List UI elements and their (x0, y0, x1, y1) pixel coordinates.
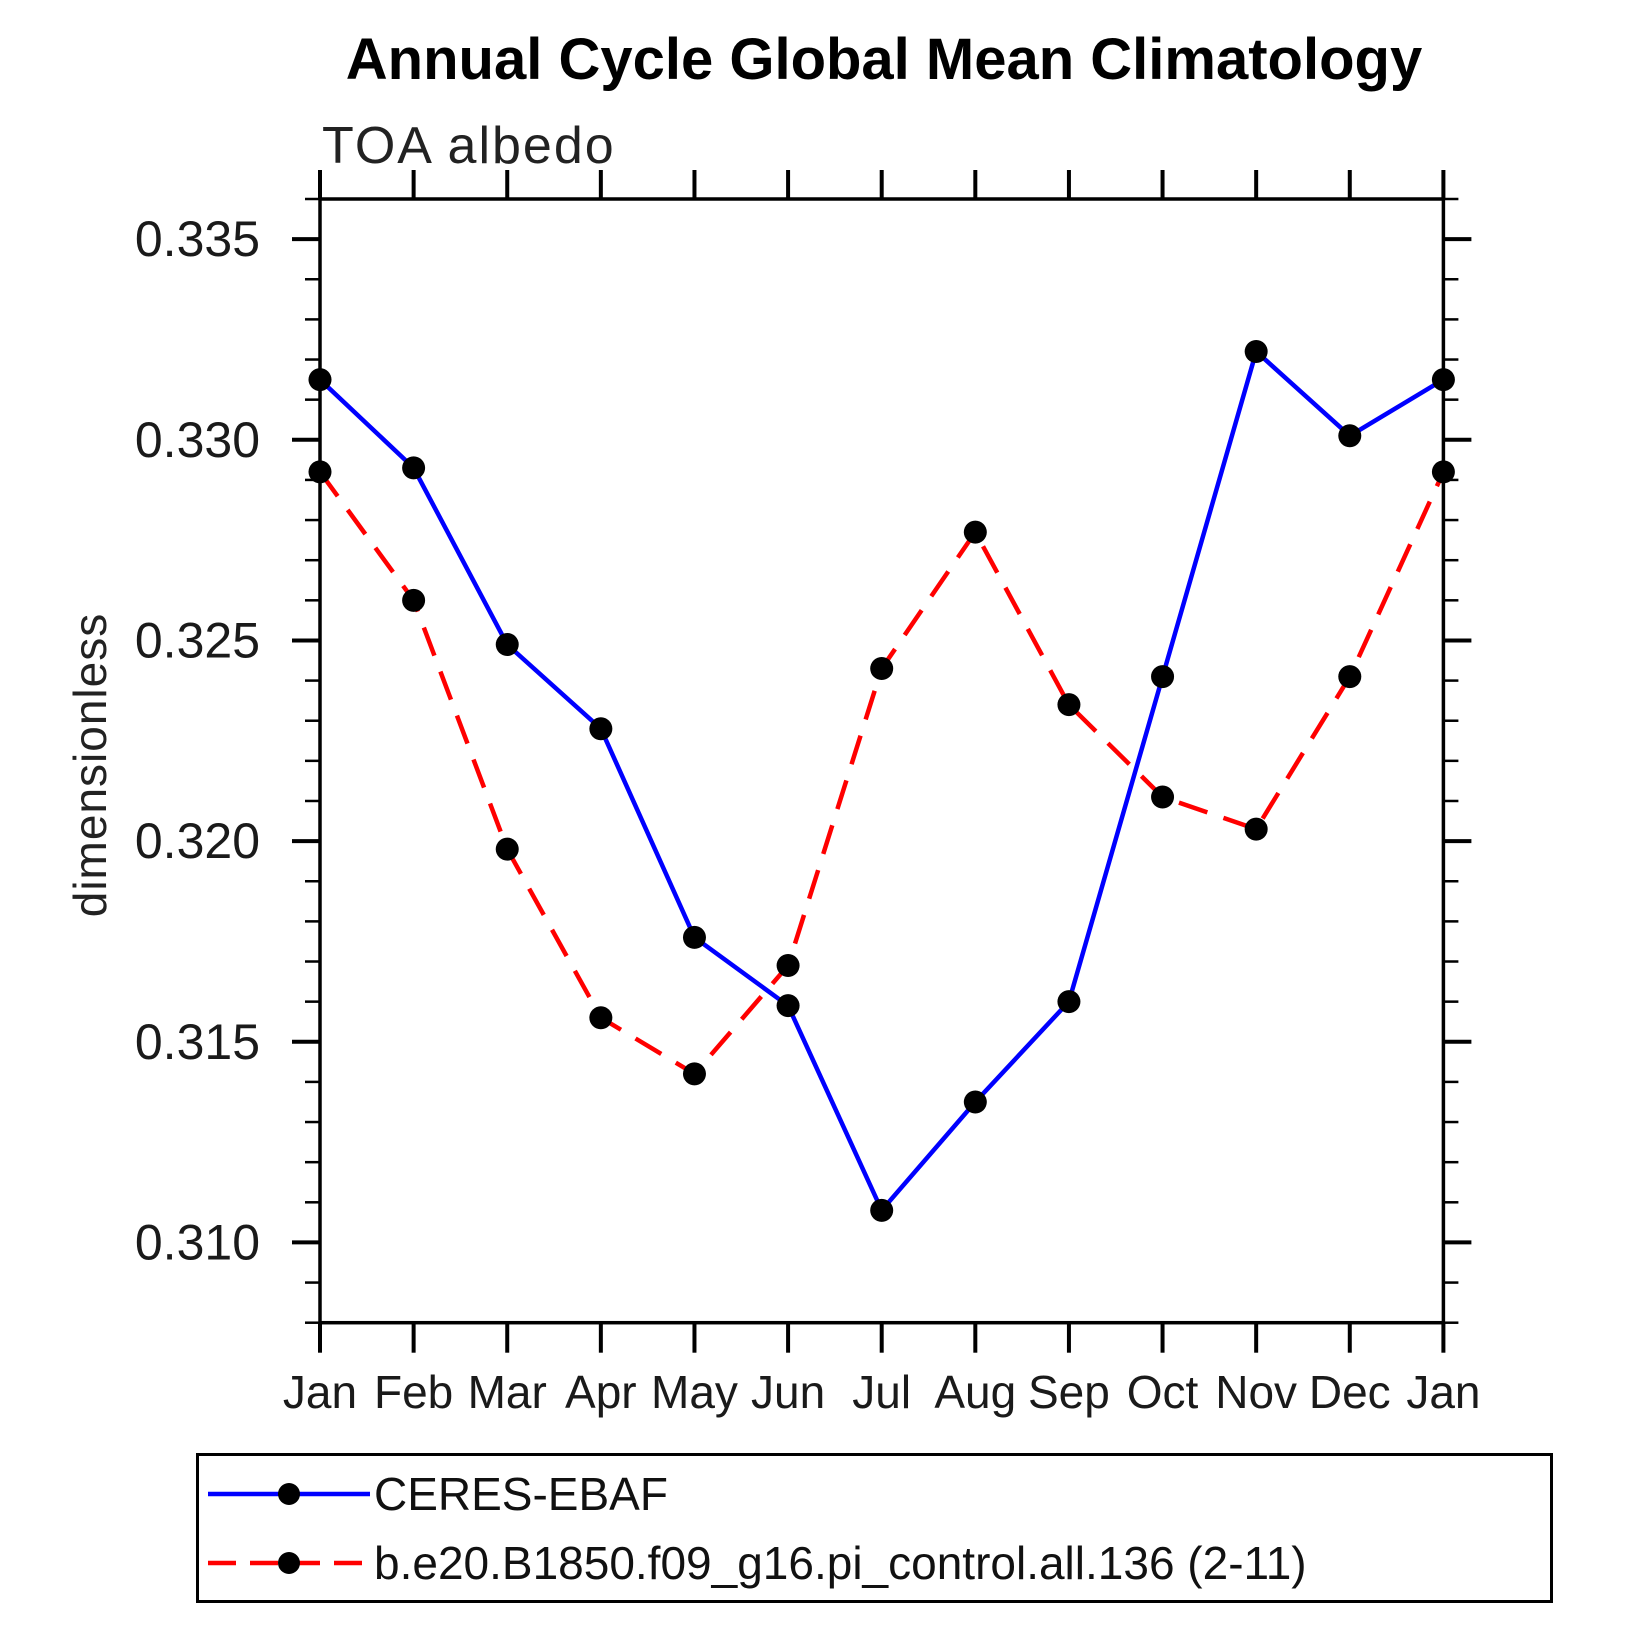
data-point-marker (495, 632, 519, 656)
data-point-marker (963, 520, 987, 544)
y-tick-label: 0.320 (135, 813, 260, 869)
data-point-marker (402, 456, 426, 480)
x-tick-label: Jul (852, 1366, 911, 1418)
data-point-marker (589, 1006, 613, 1030)
chart-title: Annual Cycle Global Mean Climatology (345, 27, 1423, 92)
data-point-marker (402, 588, 426, 612)
x-tick-label: Feb (374, 1366, 453, 1418)
y-tick-label: 0.330 (135, 412, 260, 468)
legend-item-ceres-ebaf: CERES-EBAF (206, 1466, 668, 1522)
data-point-marker (776, 954, 800, 978)
data-point-marker (495, 837, 519, 861)
data-point-marker (308, 460, 332, 484)
data-point-marker (870, 657, 894, 681)
legend-label-model-run: b.e20.B1850.f09_g16.pi_control.all.136 (… (374, 1537, 1307, 1589)
x-tick-label: Jun (751, 1366, 825, 1418)
legend-marker-dot (278, 1483, 300, 1505)
data-point-marker (1338, 665, 1362, 689)
legend-dashed-line-sample (208, 1552, 370, 1574)
data-point-marker (1057, 990, 1081, 1014)
x-tick-label: Aug (934, 1366, 1016, 1418)
data-point-marker (1338, 424, 1362, 448)
y-tick-label: 0.325 (135, 612, 260, 668)
x-tick-label: Oct (1127, 1366, 1199, 1418)
data-point-marker (589, 717, 613, 741)
legend-item-model-run: b.e20.B1850.f09_g16.pi_control.all.136 (… (206, 1535, 1307, 1591)
x-tick-label: Mar (468, 1366, 547, 1418)
series-line-solid (318, 347, 1445, 1215)
x-tick-label: May (651, 1366, 738, 1418)
x-tick-label: Nov (1215, 1366, 1297, 1418)
legend-label-ceres-ebaf: CERES-EBAF (374, 1468, 668, 1520)
data-point-marker (1244, 817, 1268, 841)
legend-marker-dot (278, 1552, 300, 1574)
x-tick-label: Apr (565, 1366, 637, 1418)
data-point-marker (1057, 693, 1081, 717)
data-point-marker (682, 925, 706, 949)
chart-subtitle: TOA albedo (322, 117, 616, 175)
x-tick-label: Dec (1309, 1366, 1391, 1418)
data-point-marker (1244, 340, 1268, 364)
x-tick-label: Jan (1406, 1366, 1480, 1418)
y-tick-label: 0.315 (135, 1014, 260, 1070)
legend: CERES-EBAF b.e20.B1850.f09_g16.pi_contro… (196, 1453, 1553, 1603)
y-tick-label: 0.310 (135, 1214, 260, 1270)
data-point-marker (963, 1090, 987, 1114)
data-point-marker (1151, 665, 1175, 689)
data-point-marker (1151, 785, 1175, 809)
data-point-marker (682, 1062, 706, 1086)
data-point-marker (776, 994, 800, 1018)
x-tick-label: Sep (1028, 1366, 1110, 1418)
series-line-dashed (318, 470, 1446, 1077)
data-point-marker (870, 1198, 894, 1222)
y-tick-label: 0.335 (135, 211, 260, 267)
legend-solid-line-sample (208, 1483, 370, 1505)
data-point-marker (308, 368, 332, 392)
data-point-marker (1431, 368, 1455, 392)
data-point-marker (1431, 460, 1455, 484)
x-tick-label: Jan (283, 1366, 357, 1418)
